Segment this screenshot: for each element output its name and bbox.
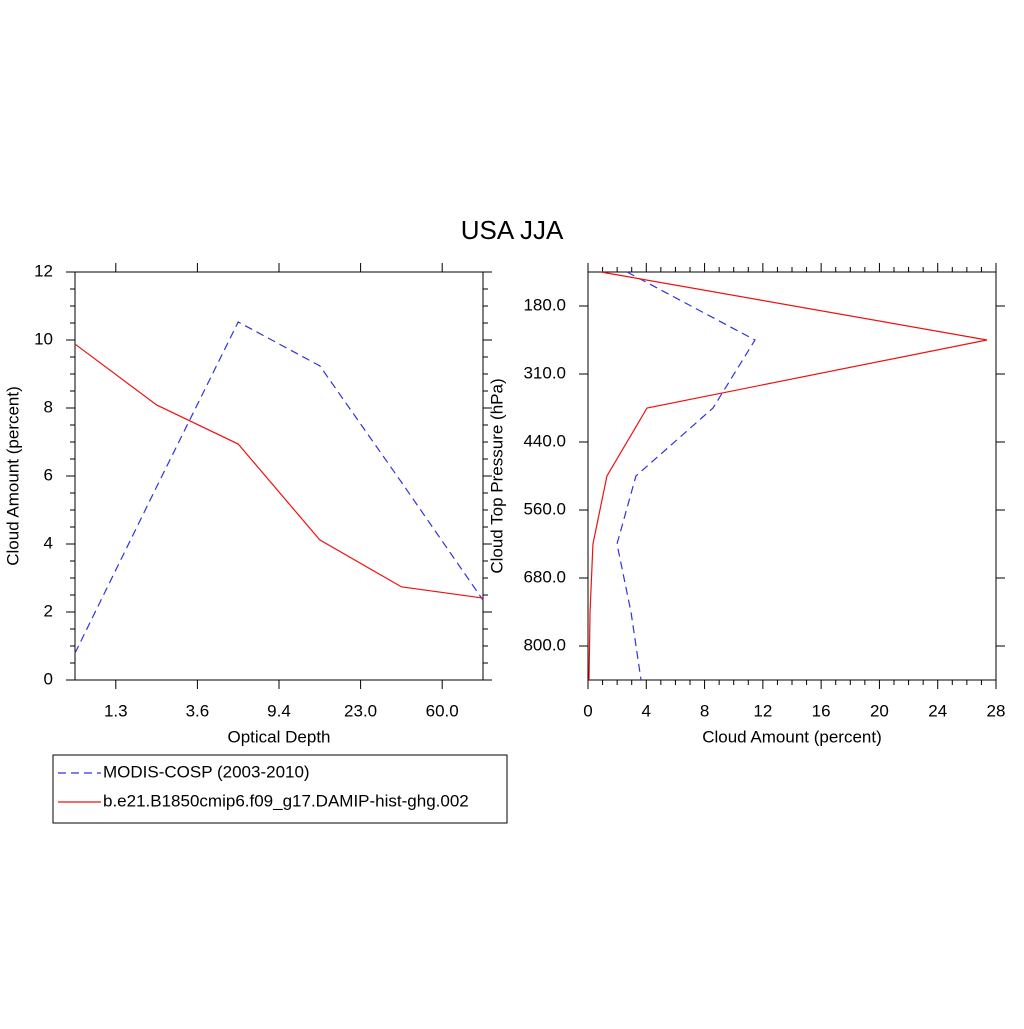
x-tick-label: 28 bbox=[987, 701, 1006, 720]
legend: MODIS-COSP (2003-2010) b.e21.B1850cmip6.f… bbox=[52, 754, 508, 824]
y-tick-label: 4 bbox=[44, 533, 53, 552]
y-tick-label: 800.0 bbox=[523, 635, 566, 654]
series-line bbox=[616, 271, 756, 681]
x-tick-label: 60.0 bbox=[426, 701, 459, 720]
y-tick-label: 10 bbox=[34, 329, 53, 348]
figure-title: USA JJA bbox=[461, 215, 564, 245]
x-tick-label: 12 bbox=[753, 701, 772, 720]
y-tick-label: 560.0 bbox=[523, 499, 566, 518]
series-line bbox=[74, 321, 484, 654]
legend-label: b.e21.B1850cmip6.f09_g17.DAMIP-hist-ghg.… bbox=[103, 791, 469, 810]
y-axis-label: Cloud Amount (percent) bbox=[3, 386, 22, 566]
x-tick-label: 23.0 bbox=[344, 701, 377, 720]
legend-frame bbox=[52, 754, 508, 824]
y-tick-label: 310.0 bbox=[523, 363, 566, 382]
y-axis-label: Cloud Top Pressure (hPa) bbox=[487, 378, 506, 573]
x-tick-label: 8 bbox=[700, 701, 709, 720]
x-tick-label: 3.6 bbox=[186, 701, 210, 720]
y-tick-label: 6 bbox=[44, 465, 53, 484]
x-tick-label: 4 bbox=[642, 701, 651, 720]
plot-frame bbox=[74, 271, 484, 681]
y-tick-label: 2 bbox=[44, 601, 53, 620]
x-tick-label: 0 bbox=[583, 701, 592, 720]
x-tick-label: 24 bbox=[928, 701, 947, 720]
x-axis-label: Cloud Amount (percent) bbox=[702, 727, 882, 746]
y-tick-label: 680.0 bbox=[523, 567, 566, 586]
plot-frame bbox=[587, 271, 997, 681]
y-tick-label: 0 bbox=[44, 669, 53, 688]
x-tick-label: 16 bbox=[812, 701, 831, 720]
x-tick-label: 9.4 bbox=[267, 701, 291, 720]
x-tick-label: 20 bbox=[870, 701, 889, 720]
x-axis-label: Optical Depth bbox=[228, 727, 331, 746]
y-tick-label: 180.0 bbox=[523, 295, 566, 314]
series-line bbox=[588, 271, 988, 681]
y-tick-label: 12 bbox=[34, 261, 53, 280]
legend-label: MODIS-COSP (2003-2010) bbox=[103, 762, 310, 781]
x-tick-label: 1.3 bbox=[104, 701, 128, 720]
y-tick-label: 440.0 bbox=[523, 431, 566, 450]
y-tick-label: 8 bbox=[44, 397, 53, 416]
series-line bbox=[74, 343, 484, 599]
